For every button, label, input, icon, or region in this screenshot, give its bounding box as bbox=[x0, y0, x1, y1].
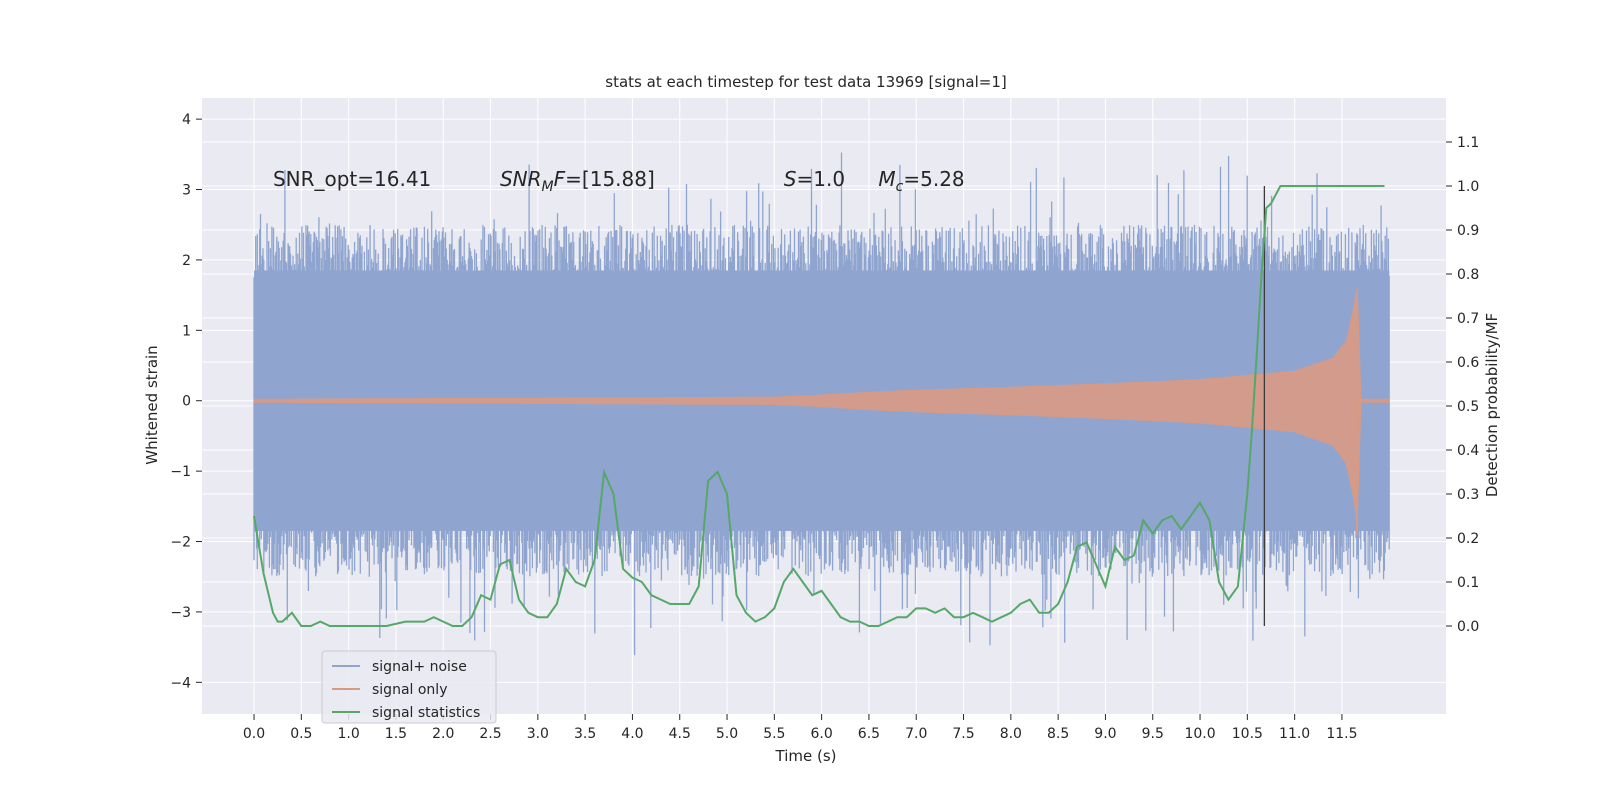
x-tick-label: 7.0 bbox=[905, 726, 927, 742]
y2-tick-label: 0.1 bbox=[1457, 575, 1479, 591]
y2-tick-label: 0.5 bbox=[1457, 399, 1479, 415]
x-tick-label: 4.5 bbox=[669, 726, 691, 742]
x-tick-label: 5.5 bbox=[763, 726, 785, 742]
y-tick-label: 2 bbox=[182, 253, 191, 269]
x-tick-label: 5.0 bbox=[716, 726, 738, 742]
x-tick-label: 10.0 bbox=[1184, 726, 1215, 742]
x-tick-label: 7.5 bbox=[952, 726, 974, 742]
y2-tick-label: 0.0 bbox=[1457, 619, 1479, 635]
y2-tick-label: 0.7 bbox=[1457, 311, 1479, 327]
y-tick-label: −2 bbox=[170, 535, 191, 551]
y-tick-label: −1 bbox=[170, 464, 191, 480]
x-tick-label: 1.0 bbox=[337, 726, 359, 742]
y2-axis-label: Detection probability/MF bbox=[1483, 313, 1501, 497]
legend-box bbox=[321, 650, 497, 724]
y-tick-label: −4 bbox=[170, 675, 191, 691]
legend-label: signal only bbox=[372, 682, 447, 698]
y2-tick-label: 0.9 bbox=[1457, 223, 1479, 239]
x-tick-label: 10.5 bbox=[1232, 726, 1263, 742]
x-tick-label: 9.5 bbox=[1142, 726, 1164, 742]
x-tick-label: 6.0 bbox=[811, 726, 833, 742]
x-tick-label: 2.5 bbox=[479, 726, 501, 742]
x-tick-label: 0.5 bbox=[290, 726, 312, 742]
y2-tick-label: 0.2 bbox=[1457, 531, 1479, 547]
x-tick-label: 11.0 bbox=[1279, 726, 1310, 742]
annotation-text: SNRMF=[15.88] bbox=[500, 167, 655, 195]
chart-title: stats at each timestep for test data 139… bbox=[605, 73, 1006, 91]
plot-area: −4 −3 −2 −1 0 1 2 3 4 0.0 0.1 0.2 0.3 0.4 0.5 0.6 0.7 0.8… bbox=[170, 98, 1479, 742]
y-axis-label: Whitened strain bbox=[143, 345, 161, 464]
x-tick-label: 8.0 bbox=[1000, 726, 1022, 742]
annotation-text: Mc=5.28 bbox=[878, 167, 964, 195]
x-tick-label: 3.0 bbox=[527, 726, 549, 742]
x-tick-label: 9.0 bbox=[1094, 726, 1116, 742]
x-tick-label: 2.0 bbox=[432, 726, 454, 742]
x-axis-label: Time (s) bbox=[775, 747, 837, 765]
legend: signal+ noise signal only signal statistic… bbox=[321, 650, 497, 724]
x-tick-label: 1.5 bbox=[385, 726, 407, 742]
y2-tick-label: 0.4 bbox=[1457, 443, 1479, 459]
x-tick-label: 6.5 bbox=[858, 726, 880, 742]
x-tick-label: 0.0 bbox=[243, 726, 265, 742]
legend-label: signal statistics bbox=[372, 705, 480, 721]
y-tick-label: 3 bbox=[182, 183, 191, 199]
y-tick-label: 0 bbox=[182, 394, 191, 410]
legend-label: signal+ noise bbox=[372, 659, 467, 675]
x-tick-label: 11.5 bbox=[1326, 726, 1357, 742]
signal-only-line bbox=[253, 288, 1390, 520]
y-tick-label: −3 bbox=[170, 605, 191, 621]
y-tick-label: 4 bbox=[182, 112, 191, 128]
y2-tick-label: 0.3 bbox=[1457, 487, 1479, 503]
signal-statistics-line bbox=[253, 185, 1385, 627]
y2-tick-label: 1.1 bbox=[1457, 135, 1479, 151]
y2-tick-label: 0.6 bbox=[1457, 355, 1479, 371]
annotation-text: SNR_opt=16.41 bbox=[273, 167, 431, 191]
y2-tick-label: 0.8 bbox=[1457, 267, 1479, 283]
x-tick-label: 3.5 bbox=[574, 726, 596, 742]
x-tick-label: 4.0 bbox=[621, 726, 643, 742]
annotation-text: S=1.0 bbox=[784, 167, 845, 191]
x-tick-label: 8.5 bbox=[1047, 726, 1069, 742]
y-tick-label: 1 bbox=[182, 323, 191, 339]
y2-tick-label: 1.0 bbox=[1457, 179, 1479, 195]
